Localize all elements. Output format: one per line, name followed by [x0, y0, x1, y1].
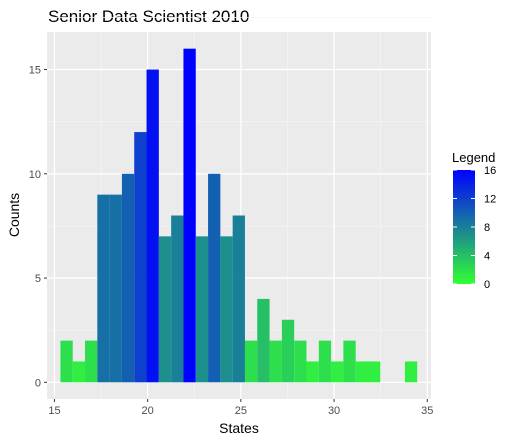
- histogram-bar: [367, 361, 381, 383]
- histogram-bar: [404, 361, 418, 383]
- x-tick-label: 25: [235, 405, 247, 417]
- histogram-bar: [60, 340, 73, 383]
- histogram-bar: [97, 194, 110, 383]
- x-tick-label: 30: [328, 405, 340, 417]
- legend-ticks: 16 12 8 4 0: [453, 165, 496, 291]
- histogram-bar: [232, 215, 245, 383]
- x-axis-title: States: [219, 420, 259, 436]
- histogram-bar: [343, 340, 356, 383]
- y-axis: 0 5 10 15: [29, 65, 47, 389]
- histogram-bar: [244, 340, 258, 383]
- legend-label: 4: [484, 251, 490, 263]
- histogram-bar: [171, 215, 184, 383]
- legend-label: 16: [484, 165, 496, 177]
- y-tick-label: 5: [35, 273, 41, 285]
- histogram-bar: [158, 236, 172, 383]
- legend-label: 12: [484, 194, 496, 206]
- histogram-bar: [72, 361, 86, 383]
- legend: Legend 16 12 8 4 0: [452, 150, 496, 291]
- histogram-bar: [146, 69, 159, 383]
- histogram-bar: [294, 340, 307, 383]
- x-tick-label: 35: [421, 405, 433, 417]
- histogram-bar: [281, 319, 295, 383]
- histogram-bar: [331, 361, 344, 383]
- bars: [60, 48, 418, 383]
- legend-colorbar: [453, 170, 475, 284]
- histogram-bar: [269, 340, 282, 383]
- histogram-bar: [220, 236, 233, 383]
- histogram-bar: [85, 340, 98, 383]
- legend-title: Legend: [452, 150, 495, 165]
- y-tick-label: 15: [29, 65, 41, 77]
- y-tick-label: 10: [29, 169, 41, 181]
- x-tick-label: 15: [48, 405, 60, 417]
- histogram-bar: [121, 173, 135, 383]
- x-tick-label: 20: [142, 405, 154, 417]
- histogram-bar: [109, 194, 122, 383]
- legend-label: 8: [484, 222, 490, 234]
- legend-label: 0: [484, 279, 490, 291]
- histogram-bar: [355, 361, 368, 383]
- histogram-bar: [257, 298, 270, 383]
- chart-title: Senior Data Scientist 2010: [48, 7, 249, 26]
- histogram-bar: [183, 48, 196, 383]
- histogram-bar: [195, 236, 209, 383]
- histogram-bar: [306, 361, 319, 383]
- y-tick-label: 0: [35, 377, 41, 389]
- histogram-bar: [208, 173, 221, 383]
- x-axis: 15 20 25 30 35: [48, 399, 433, 417]
- y-axis-title: Counts: [6, 193, 22, 237]
- histogram-bar: [134, 132, 147, 383]
- histogram-bar: [318, 340, 332, 383]
